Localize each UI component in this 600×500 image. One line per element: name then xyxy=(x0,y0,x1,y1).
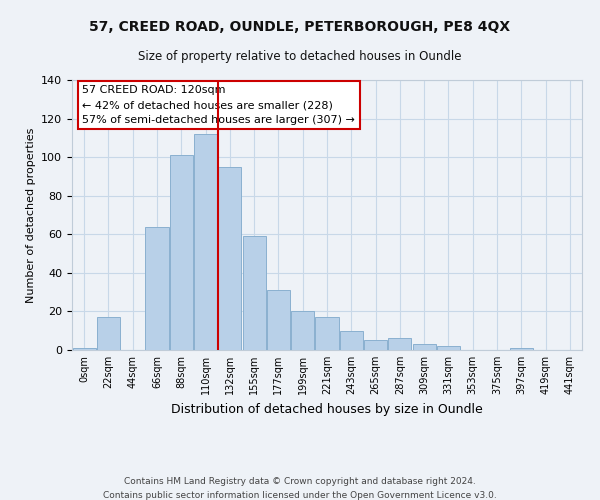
Bar xyxy=(291,312,314,350)
Bar xyxy=(364,340,387,350)
Bar xyxy=(437,346,460,350)
Bar xyxy=(218,167,241,350)
Bar xyxy=(194,134,217,350)
Text: Size of property relative to detached houses in Oundle: Size of property relative to detached ho… xyxy=(138,50,462,63)
Bar xyxy=(170,155,193,350)
Bar xyxy=(73,348,95,350)
Bar xyxy=(242,236,266,350)
Bar xyxy=(388,338,412,350)
Y-axis label: Number of detached properties: Number of detached properties xyxy=(26,128,35,302)
Bar xyxy=(267,290,290,350)
Text: Contains HM Land Registry data © Crown copyright and database right 2024.: Contains HM Land Registry data © Crown c… xyxy=(124,478,476,486)
Bar xyxy=(316,317,338,350)
Text: 57 CREED ROAD: 120sqm
← 42% of detached houses are smaller (228)
57% of semi-det: 57 CREED ROAD: 120sqm ← 42% of detached … xyxy=(82,86,355,125)
Bar xyxy=(145,226,169,350)
Bar xyxy=(413,344,436,350)
Text: 57, CREED ROAD, OUNDLE, PETERBOROUGH, PE8 4QX: 57, CREED ROAD, OUNDLE, PETERBOROUGH, PE… xyxy=(89,20,511,34)
Bar xyxy=(510,348,533,350)
Text: Contains public sector information licensed under the Open Government Licence v3: Contains public sector information licen… xyxy=(103,491,497,500)
X-axis label: Distribution of detached houses by size in Oundle: Distribution of detached houses by size … xyxy=(171,402,483,415)
Bar xyxy=(340,330,363,350)
Bar xyxy=(97,317,120,350)
